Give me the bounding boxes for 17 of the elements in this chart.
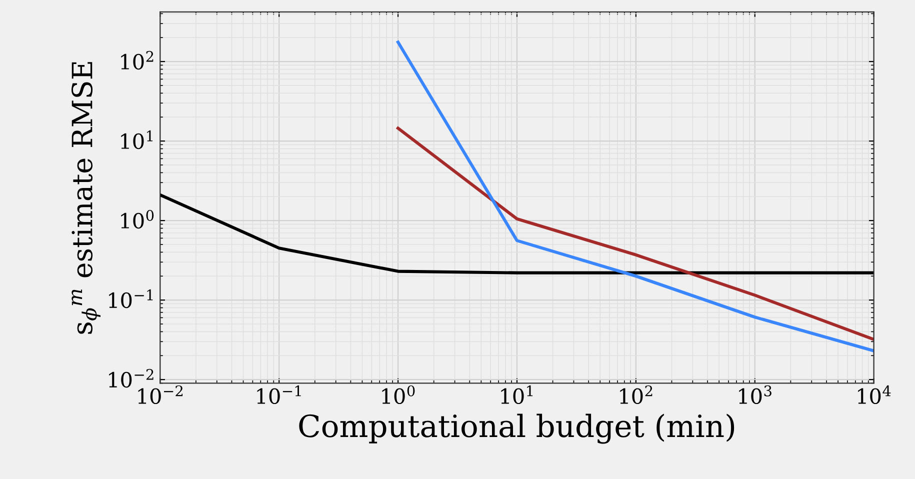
y-tick-label: 10$^{−1}$ (109, 289, 153, 308)
y-axis-title: s$_{ϕ}$$^{m}$ estimate RMSE (72, 62, 100, 334)
x-tick-label: 10$^{4}$ (858, 385, 891, 404)
x-axis-title: Computational budget (min) (299, 414, 734, 444)
x-tick-label: 10$^{3}$ (739, 385, 772, 404)
x-tick-label: 10$^{−2}$ (138, 385, 183, 404)
y-tick-label: 10$^{−2}$ (109, 368, 154, 388)
line-series (396, 40, 874, 352)
line-series (396, 126, 874, 341)
x-tick-label: 10$^{1}$ (501, 385, 533, 404)
y-tick-label: 10$^{0}$ (121, 210, 154, 229)
y-tick-label: 10$^{2}$ (121, 50, 154, 70)
y-tick-label: 10$^{1}$ (121, 130, 153, 150)
x-tick-label: 10$^{2}$ (620, 385, 652, 404)
line-series (160, 193, 874, 274)
x-tick-label: 10$^{0}$ (382, 385, 415, 404)
x-tick-label: 10$^{−1}$ (257, 385, 301, 404)
